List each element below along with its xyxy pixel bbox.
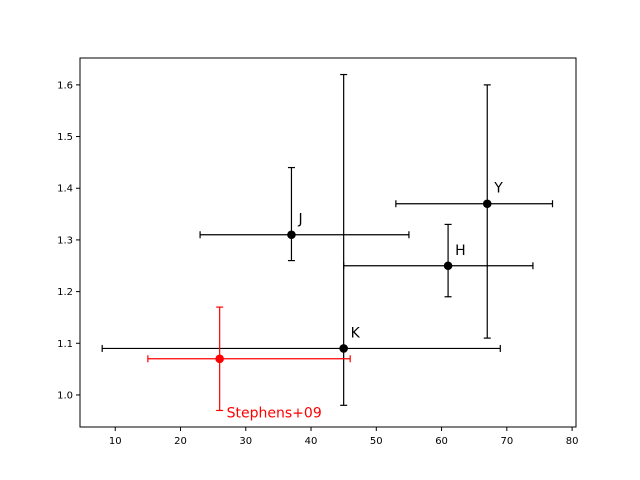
point-label: K <box>351 325 361 341</box>
x-tick-label: 40 <box>305 436 318 447</box>
data-marker <box>443 261 453 271</box>
point-label: H <box>455 243 466 259</box>
x-tick-label: 30 <box>239 436 252 447</box>
y-tick-label: 1.1 <box>57 339 73 350</box>
data-point-y: Y <box>395 84 554 339</box>
point-label: Stephens+09 <box>227 405 322 421</box>
y-tick-label: 1.2 <box>57 287 73 298</box>
plot-frame <box>79 57 577 428</box>
data-point-stephens-09: Stephens+09 <box>147 306 351 421</box>
point-label: Y <box>493 181 503 197</box>
chart-axes: 10 20 30 40 50 60 70 80 1.0 1.1 1.2 1.3 1.4 1.5 1.6 <box>57 57 579 447</box>
y-tick-label: 1.0 <box>57 390 73 401</box>
y-tick-label: 1.3 <box>57 235 73 246</box>
data-marker <box>287 230 296 240</box>
point-label: J <box>297 212 302 228</box>
data-point-j: J <box>199 166 410 262</box>
x-tick-label: 20 <box>174 436 187 447</box>
x-tick-label: 60 <box>435 436 448 447</box>
x-tick-label: 50 <box>370 436 383 447</box>
x-tick-label: 70 <box>500 436 513 447</box>
data-point-k: K <box>101 73 501 406</box>
data-marker <box>339 344 348 353</box>
data-point-h: H <box>343 223 534 298</box>
x-tick-label: 10 <box>109 436 122 447</box>
x-tick-label: 80 <box>566 436 579 447</box>
y-tick-label: 1.6 <box>57 80 73 91</box>
data-marker <box>215 354 224 364</box>
y-tick-label: 1.5 <box>57 132 73 143</box>
data-marker <box>482 199 492 209</box>
chart-marks: J H K Y Stephens+09 <box>101 73 554 421</box>
y-tick-label: 1.4 <box>57 184 73 195</box>
